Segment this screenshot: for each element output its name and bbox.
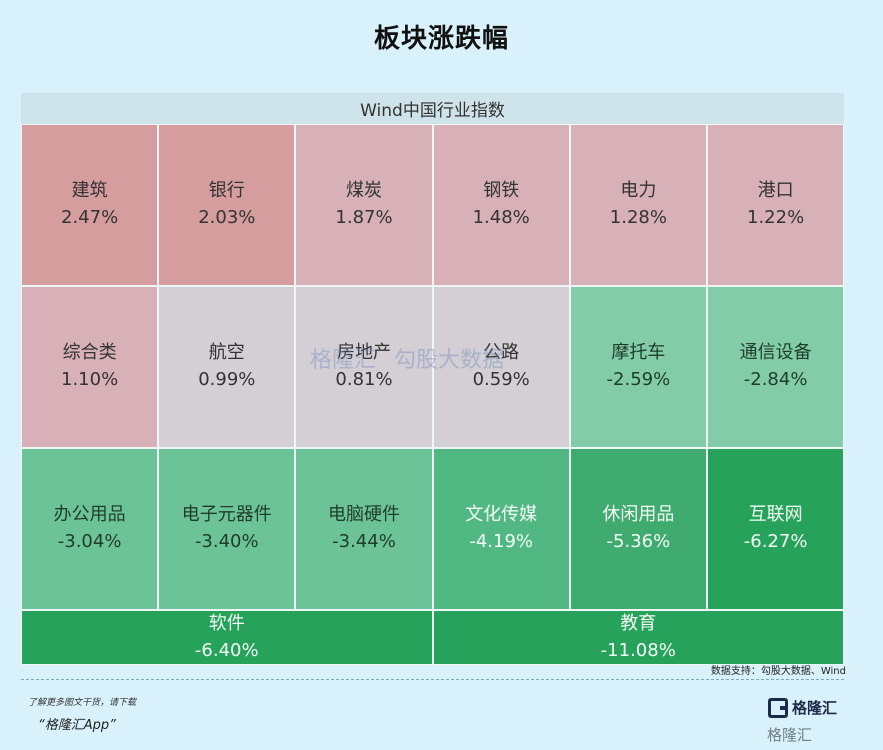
heatmap-cell: 办公用品 -3.04% [21,448,159,610]
heatmap-header: Wind中国行业指数 [21,93,844,124]
cell-value: -4.19% [469,531,534,552]
heatmap-cell: 煤炭 1.87% [295,124,433,286]
footer-note: 了解更多图文干货，请下载 [28,698,137,708]
cell-label: 软件 [208,613,245,634]
heatmap-cell: 港口 1.22% [707,124,845,286]
cell-label: 建筑 [71,180,108,201]
heatmap-cell: 公路 0.59% [432,286,570,448]
cell-value: -5.36% [606,531,671,552]
cell-value: 0.99% [198,369,256,390]
cell-label: 房地产 [336,342,391,363]
cell-label: 公路 [483,342,520,363]
cell-value: 2.47% [61,207,119,228]
cell-value: -2.84% [743,369,808,390]
heatmap-cell: 休闲用品 -5.36% [569,448,707,610]
cell-value: 1.10% [61,369,119,390]
cell-value: 1.22% [747,207,805,228]
cell-value: -3.04% [57,531,122,552]
cell-value: -3.40% [194,531,259,552]
cell-label: 文化传媒 [465,504,538,525]
heatmap-cell: 教育 -11.08% [432,610,844,665]
cell-label: 港口 [757,180,794,201]
cell-value: 1.28% [609,207,667,228]
heatmap-chart: Wind中国行业指数 建筑 2.47% 银行 2.03% 煤炭 1.87% 钢铁 1.48% 电… [21,93,845,665]
cell-label: 煤炭 [345,180,382,201]
cell-label: 航空 [208,342,245,363]
logo-g-icon [768,697,788,718]
heatmap-cell: 摩托车 -2.59% [569,286,707,448]
cell-label: 钢铁 [483,180,520,201]
cell-value: 0.59% [472,369,530,390]
cell-value: -11.08% [600,640,676,661]
cell-value: 1.87% [335,207,393,228]
cell-label: 互联网 [748,504,803,525]
cell-value: -6.40% [194,640,259,661]
logo-text: 格隆汇 [792,699,838,717]
heatmap-cell: 综合类 1.10% [21,286,159,448]
heatmap-cell: 通信设备 -2.84% [707,286,845,448]
cell-label: 教育 [620,613,657,634]
heatmap-cell: 互联网 -6.27% [707,448,845,610]
data-source: 数据支持：勾股大数据、Wind [710,666,846,677]
chart-title: 板块涨跌幅 [373,24,509,54]
heatmap-cell: 房地产 0.81% [295,286,433,448]
cell-label: 银行 [208,180,245,201]
heatmap-cell: 电力 1.28% [569,124,707,286]
cell-label: 电子元器件 [181,504,272,525]
cell-label: 综合类 [62,342,117,363]
cell-label: 摩托车 [611,342,666,363]
heatmap-cell: 航空 0.99% [158,286,296,448]
logo-watermark: 格隆汇 [767,726,813,744]
heatmap-cell: 银行 2.03% [158,124,296,286]
cell-label: 电力 [620,180,657,201]
brand-logo: 格隆汇 [768,697,837,718]
cell-label: 办公用品 [53,504,126,525]
footer-app-name: “格隆汇App” [38,718,116,733]
heatmap-cell: 钢铁 1.48% [432,124,570,286]
heatmap-cell: 电脑硬件 -3.44% [295,448,433,610]
cell-value: 2.03% [198,207,256,228]
cell-value: 1.48% [472,207,530,228]
cell-value: -3.44% [332,531,396,552]
heatmap-cell: 文化传媒 -4.19% [432,448,570,610]
cell-label: 通信设备 [739,342,812,363]
heatmap-cell: 电子元器件 -3.40% [158,448,296,610]
heatmap-cell: 软件 -6.40% [21,610,433,665]
cell-label: 休闲用品 [602,504,675,525]
heatmap-cell: 建筑 2.47% [21,124,159,286]
cell-value: -6.27% [743,531,808,552]
cell-value: 0.81% [335,369,393,390]
divider [21,679,844,680]
cell-label: 电脑硬件 [327,504,400,525]
cell-value: -2.59% [606,369,671,390]
